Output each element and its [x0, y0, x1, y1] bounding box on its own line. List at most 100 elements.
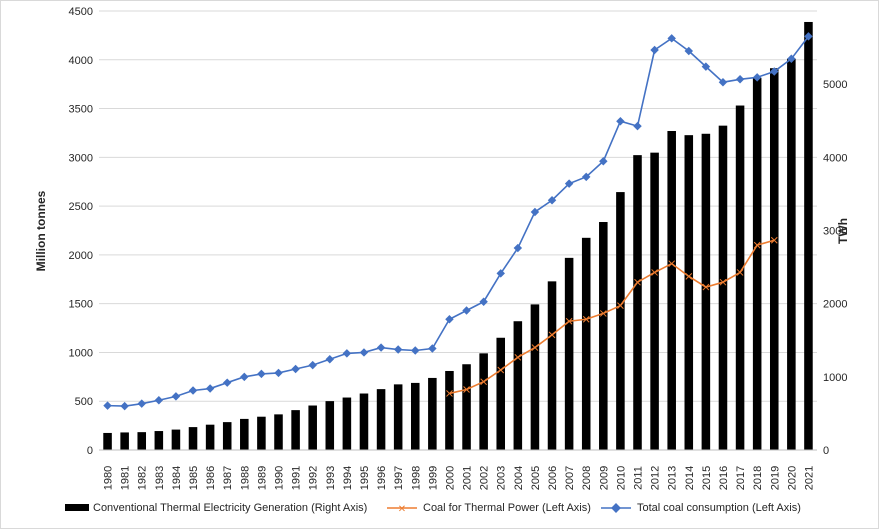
point-coal-thermal-power: [497, 366, 505, 374]
bar-thermal-generation: [701, 133, 711, 450]
x-tick-label: 1989: [256, 466, 268, 490]
point-coal-thermal-power: [565, 317, 573, 325]
x-tick-label: 2006: [547, 466, 559, 490]
bar-series: [103, 21, 813, 451]
bar-thermal-generation: [154, 431, 164, 450]
x-tick-label: 1986: [205, 466, 217, 490]
point-total-coal: [137, 399, 146, 408]
point-coal-thermal-power: [548, 331, 556, 339]
point-total-coal: [274, 368, 283, 378]
right-tick-label: 1000: [823, 372, 847, 384]
x-tick-label: 2016: [718, 466, 730, 490]
point-total-coal: [445, 315, 454, 324]
point-total-coal: [496, 269, 505, 278]
x-tick-label: 2000: [444, 466, 456, 490]
point-coal-thermal-power: [463, 386, 470, 393]
bar-thermal-generation: [274, 414, 283, 450]
x-tick-label: 1981: [120, 466, 132, 490]
left-tick-label: 4500: [69, 6, 93, 18]
bar-thermal-generation: [752, 77, 762, 451]
legend-item-thermal-generation: Conventional Thermal Electricity Generat…: [65, 502, 367, 514]
legend-label-thermal-generation: Conventional Thermal Electricity Generat…: [93, 502, 367, 514]
point-total-coal: [376, 343, 386, 352]
x-axis-ticks: 1980 1981 1982 1983 1984 1985 1986 1987 1988 1989…: [103, 466, 816, 490]
left-tick-label: 4000: [69, 55, 93, 67]
left-tick-label: 1500: [69, 299, 93, 311]
point-total-coal: [513, 243, 523, 253]
bar-thermal-generation: [308, 405, 317, 450]
point-coal-thermal-power: [770, 236, 778, 244]
point-total-coal: [291, 364, 300, 374]
x-tick-label: 1992: [308, 466, 320, 490]
x-tick-label: 2003: [496, 466, 508, 490]
legend-marker-coal-thermal-power: ✕: [398, 504, 406, 515]
x-tick-label: 1997: [393, 466, 405, 490]
point-coal-thermal-power: [685, 272, 693, 280]
legend-label-total-coal: Total coal consumption (Left Axis): [637, 502, 801, 514]
right-tick-label: 2000: [823, 299, 847, 311]
x-tick-label: 1980: [103, 466, 115, 490]
bar-thermal-generation: [581, 237, 591, 450]
left-axis-title: Million tonnes: [34, 190, 48, 271]
left-tick-label: 0: [87, 445, 93, 457]
point-total-coal: [479, 297, 488, 306]
point-coal-thermal-power: [668, 260, 676, 268]
x-tick-label: 1984: [171, 466, 183, 490]
right-axis-title: TWh: [836, 218, 850, 244]
bar-thermal-generation: [428, 377, 437, 450]
bar-thermal-generation: [325, 401, 335, 450]
bar-thermal-generation: [120, 432, 129, 450]
point-coal-thermal-power: [617, 302, 624, 309]
bar-thermal-generation: [735, 105, 745, 450]
point-coal-thermal-power: [599, 310, 607, 317]
x-tick-label: 2004: [513, 466, 525, 490]
legend-marker-total-coal: [611, 503, 621, 513]
bar-thermal-generation: [718, 125, 728, 451]
x-tick-label: 2021: [803, 466, 815, 490]
x-tick-label: 2007: [564, 466, 576, 490]
point-total-coal: [616, 116, 625, 126]
left-tick-label: 3000: [69, 152, 93, 164]
bar-thermal-generation: [599, 222, 608, 450]
bar-thermal-generation: [564, 257, 574, 450]
right-tick-label: 5000: [823, 79, 847, 91]
x-tick-label: 1994: [342, 466, 354, 490]
bar-thermal-generation: [633, 155, 642, 450]
right-tick-label: 3000: [823, 226, 847, 238]
bar-thermal-generation: [342, 397, 352, 450]
point-total-coal: [325, 355, 335, 364]
left-axis-ticks: 0 500 1000 1500 2000 2500 3000 3500 4000 4500: [69, 6, 93, 457]
line-coal-thermal-power: [449, 239, 775, 395]
bar-thermal-generation: [684, 135, 694, 451]
x-tick-label: 1991: [291, 466, 303, 490]
x-tick-label: 1993: [325, 466, 337, 490]
legend-label-coal-thermal-power: Coal for Thermal Power (Left Axis): [423, 502, 591, 514]
point-coal-thermal-power: [634, 278, 641, 286]
point-total-coal: [205, 384, 215, 393]
bar-thermal-generation: [667, 130, 676, 450]
point-total-coal: [411, 346, 420, 355]
bar-thermal-generation: [393, 384, 403, 450]
x-tick-label: 2013: [667, 466, 679, 490]
x-tick-label: 1998: [410, 466, 422, 490]
point-total-coal: [120, 401, 129, 411]
bar-thermal-generation: [479, 353, 488, 450]
point-total-coal: [393, 345, 403, 354]
bar-thermal-generation: [291, 410, 300, 450]
bar-thermal-generation: [171, 429, 181, 450]
x-tick-label: 2020: [786, 466, 798, 490]
x-tick-label: 2011: [633, 466, 645, 490]
x-tick-label: 2015: [701, 466, 713, 490]
x-tick-label: 1987: [222, 466, 234, 490]
left-tick-label: 500: [75, 396, 93, 408]
x-tick-label: 1995: [359, 466, 371, 490]
point-total-coal: [633, 121, 642, 131]
x-tick-label: 2005: [530, 466, 542, 490]
bar-thermal-generation: [257, 416, 266, 450]
point-total-coal: [154, 396, 164, 405]
bar-thermal-generation: [462, 364, 471, 450]
x-tick-label: 2002: [479, 466, 491, 490]
point-coal-thermal-power: [753, 241, 761, 249]
